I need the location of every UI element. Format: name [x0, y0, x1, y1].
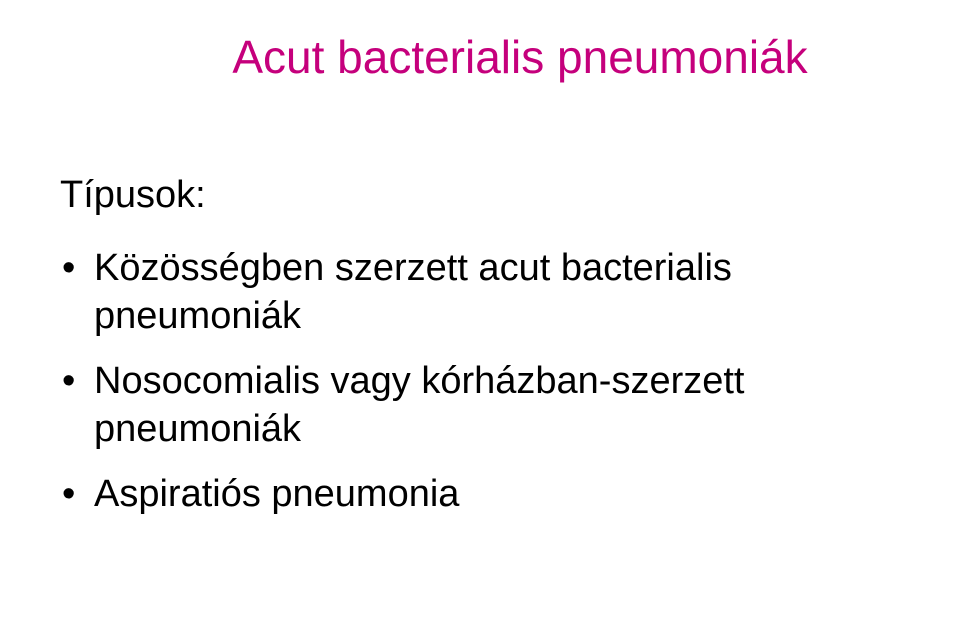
list-item: Közösségben szerzett acut bacterialis pn…: [60, 245, 920, 340]
slide-title: Acut bacterialis pneumoniák: [60, 30, 920, 84]
bullet-list: Közösségben szerzett acut bacterialis pn…: [60, 245, 920, 519]
list-item: Nosocomialis vagy kórházban-szerzett pne…: [60, 358, 920, 453]
list-item: Aspiratiós pneumonia: [60, 471, 920, 519]
slide: Acut bacterialis pneumoniák Típusok: Köz…: [0, 0, 960, 637]
section-label: Típusok:: [60, 174, 920, 217]
